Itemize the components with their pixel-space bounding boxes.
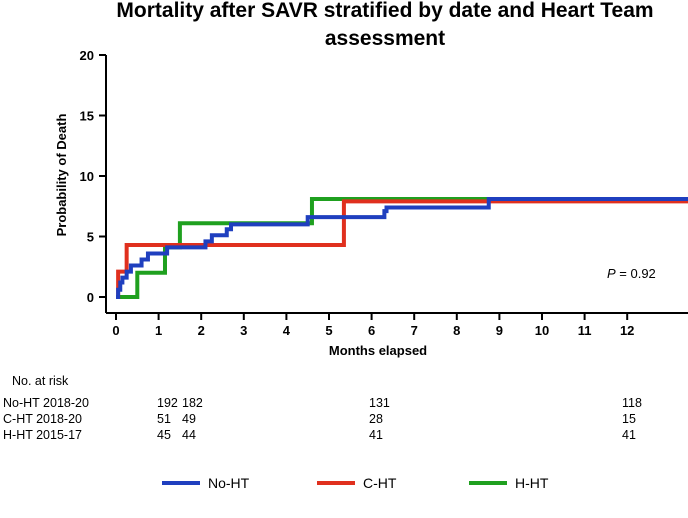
x-tick-label: 1 (155, 323, 162, 338)
x-tick-label: 12 (620, 323, 634, 338)
chart-title-line-1: Mortality after SAVR stratified by date … (116, 0, 653, 22)
x-axis-title: Months elapsed (329, 343, 427, 358)
y-tick-label: 5 (87, 230, 94, 245)
chart-title-line-2: assessment (325, 27, 445, 50)
risk-count: 118 (622, 396, 642, 410)
risk-count: 192 (157, 396, 178, 410)
risk-count: 41 (369, 428, 383, 442)
y-tick-label: 10 (80, 169, 94, 184)
risk-row-label: No-HT 2018-20 (3, 396, 89, 410)
legend: No-HT C-HT H-HT (162, 475, 549, 491)
x-tick-label: 5 (325, 323, 332, 338)
risk-row-label: C-HT 2018-20 (3, 412, 82, 426)
risk-count: 182 (182, 396, 203, 410)
y-tick-label: 0 (87, 290, 94, 305)
series-layer (116, 196, 688, 299)
risk-table: No. at risk No-HT 2018-20 192 182 131 118 C-H… (3, 374, 642, 442)
risk-row-label: H-HT 2015-17 (3, 428, 82, 442)
risk-count: 15 (622, 412, 636, 426)
legend-label-no-ht: No-HT (208, 475, 250, 491)
y-axis-title: Probability of Death (54, 114, 69, 237)
x-tick-label: 6 (368, 323, 375, 338)
y-tick-label: 15 (80, 109, 94, 124)
y-tick-label: 20 (80, 48, 94, 63)
x-tick-label: 3 (240, 323, 247, 338)
x-tick-label: 10 (535, 323, 549, 338)
x-tick-label: 4 (283, 323, 291, 338)
legend-label-h-ht: H-HT (515, 475, 549, 491)
p-value-italic: P (607, 266, 616, 281)
x-tick-label: 8 (453, 323, 460, 338)
risk-count: 28 (369, 412, 383, 426)
risk-table-title: No. at risk (12, 374, 69, 388)
x-tick-label: 0 (112, 323, 119, 338)
p-value-rest: = 0.92 (616, 266, 656, 281)
p-value-annotation: P = 0.92 (607, 266, 656, 281)
x-tick-label: 7 (411, 323, 418, 338)
x-tick-label: 11 (578, 323, 592, 338)
x-tick-label: 2 (198, 323, 205, 338)
risk-count: 45 (157, 428, 171, 442)
series-line-no-ht (116, 196, 688, 299)
x-tick-label: 9 (496, 323, 503, 338)
legend-label-c-ht: C-HT (363, 475, 397, 491)
risk-count: 44 (182, 428, 196, 442)
risk-count: 41 (622, 428, 636, 442)
risk-count: 51 (157, 412, 171, 426)
risk-count: 131 (369, 396, 390, 410)
risk-count: 49 (182, 412, 196, 426)
